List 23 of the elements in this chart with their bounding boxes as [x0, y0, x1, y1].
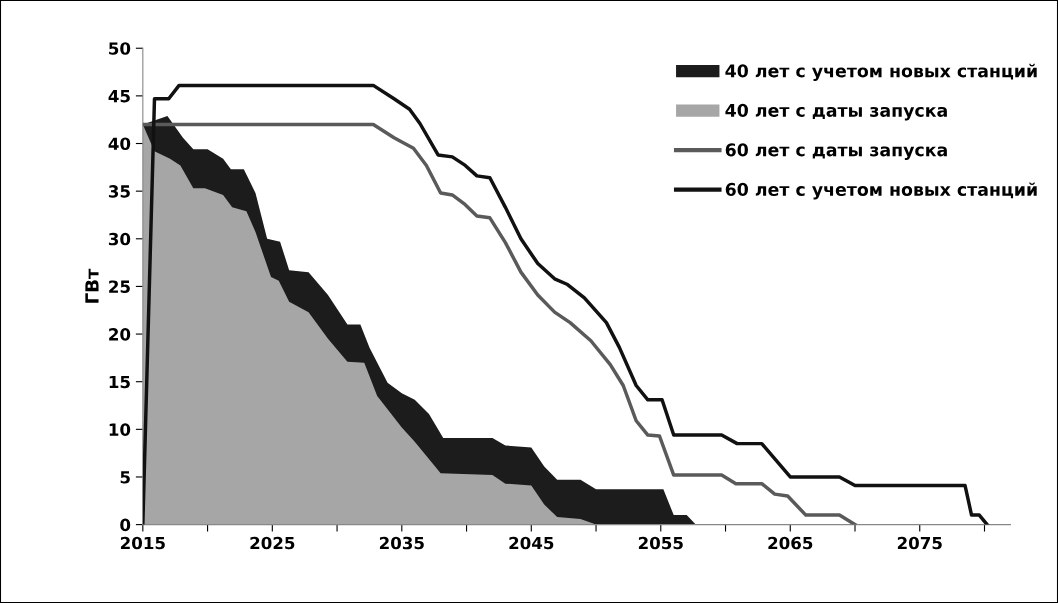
y-axis-title: ГВт: [85, 268, 99, 303]
y-tick-label: 25: [109, 280, 130, 293]
y-tick-label: 30: [108, 232, 131, 246]
x-tick-label: 2025: [250, 536, 295, 550]
y-tick-label: 35: [108, 185, 130, 198]
x-tick-label: 2065: [768, 536, 813, 550]
y-tick-label: 5: [120, 471, 130, 484]
x-tick-label: 2035: [379, 536, 424, 550]
y-tick-label: 0: [120, 518, 131, 532]
y-tick-label: 40: [108, 137, 131, 151]
legend-label: 40 лет с даты запуска: [725, 103, 947, 121]
y-tick-label: 10: [109, 423, 131, 436]
y-tick-label: 50: [109, 42, 131, 55]
legend-label: 60 лет с даты запуска: [725, 143, 947, 160]
y-tick-label: 20: [109, 328, 131, 341]
legend-label: 60 лет с учетом новых станций: [725, 182, 1037, 200]
x-tick-label: 2015: [120, 536, 165, 550]
legend-label: 40 лет с учетом новых станций: [725, 63, 1037, 81]
x-tick-label: 2045: [509, 536, 554, 550]
x-tick-label: 2055: [638, 536, 683, 550]
y-tick-label: 15: [109, 375, 130, 389]
x-tick-label: 2075: [897, 536, 942, 550]
y-tick-label: 45: [108, 90, 130, 103]
